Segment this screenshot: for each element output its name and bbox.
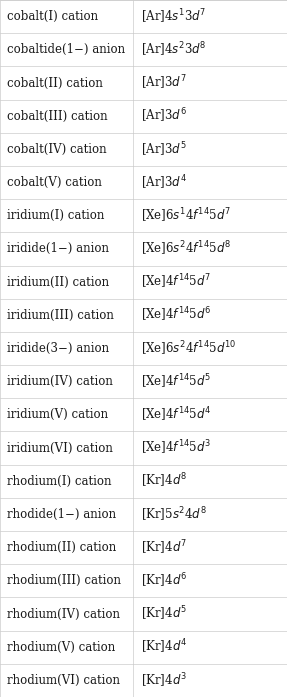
Text: iridium(III) cation: iridium(III) cation — [7, 309, 114, 322]
Text: [Kr]4$d^{3}$: [Kr]4$d^{3}$ — [141, 671, 187, 689]
Text: [Xe]6$s^{2}$4$f^{14}$5$d^{8}$: [Xe]6$s^{2}$4$f^{14}$5$d^{8}$ — [141, 240, 231, 258]
Bar — [0, 565, 287, 597]
Text: iridide(1−) anion: iridide(1−) anion — [7, 243, 109, 255]
Text: cobalt(II) cation: cobalt(II) cation — [7, 77, 103, 89]
Bar — [0, 266, 287, 299]
Text: cobalt(III) cation: cobalt(III) cation — [7, 109, 108, 123]
Bar — [0, 132, 287, 166]
Bar — [0, 365, 287, 398]
Text: [Xe]4$f^{14}$5$d^{3}$: [Xe]4$f^{14}$5$d^{3}$ — [141, 439, 211, 457]
Text: iridium(I) cation: iridium(I) cation — [7, 209, 104, 222]
Text: [Xe]4$f^{14}$5$d^{5}$: [Xe]4$f^{14}$5$d^{5}$ — [141, 372, 211, 391]
Text: [Ar]4$s^{2}$3$d^{8}$: [Ar]4$s^{2}$3$d^{8}$ — [141, 40, 206, 59]
Bar — [0, 597, 287, 631]
Text: iridium(VI) cation: iridium(VI) cation — [7, 442, 113, 454]
Text: iridide(3−) anion: iridide(3−) anion — [7, 342, 109, 355]
Text: [Ar]4$s^{1}$3$d^{7}$: [Ar]4$s^{1}$3$d^{7}$ — [141, 8, 206, 26]
Text: cobaltide(1−) anion: cobaltide(1−) anion — [7, 43, 125, 56]
Bar — [0, 631, 287, 664]
Text: iridium(II) cation: iridium(II) cation — [7, 275, 109, 289]
Text: [Xe]6$s^{2}$4$f^{14}$5$d^{10}$: [Xe]6$s^{2}$4$f^{14}$5$d^{10}$ — [141, 339, 236, 358]
Text: cobalt(V) cation: cobalt(V) cation — [7, 176, 102, 189]
Bar — [0, 199, 287, 232]
Bar — [0, 299, 287, 332]
Text: rhodium(IV) cation: rhodium(IV) cation — [7, 608, 120, 620]
Text: rhodium(II) cation: rhodium(II) cation — [7, 541, 117, 554]
Bar — [0, 66, 287, 100]
Bar — [0, 332, 287, 365]
Text: rhodide(1−) anion: rhodide(1−) anion — [7, 508, 116, 521]
Text: rhodium(I) cation: rhodium(I) cation — [7, 475, 112, 488]
Text: iridium(V) cation: iridium(V) cation — [7, 408, 108, 422]
Bar — [0, 398, 287, 431]
Text: [Kr]4$d^{7}$: [Kr]4$d^{7}$ — [141, 539, 187, 557]
Bar — [0, 0, 287, 33]
Text: [Xe]4$f^{14}$5$d^{6}$: [Xe]4$f^{14}$5$d^{6}$ — [141, 306, 211, 325]
Bar — [0, 33, 287, 66]
Bar — [0, 166, 287, 199]
Bar — [0, 498, 287, 531]
Bar — [0, 232, 287, 266]
Text: rhodium(VI) cation: rhodium(VI) cation — [7, 674, 120, 687]
Text: rhodium(III) cation: rhodium(III) cation — [7, 574, 121, 588]
Text: [Xe]4$f^{14}$5$d^{7}$: [Xe]4$f^{14}$5$d^{7}$ — [141, 273, 211, 291]
Bar — [0, 664, 287, 697]
Text: rhodium(V) cation: rhodium(V) cation — [7, 641, 115, 654]
Text: [Ar]3$d^{7}$: [Ar]3$d^{7}$ — [141, 74, 186, 92]
Bar — [0, 431, 287, 465]
Text: [Xe]6$s^{1}$4$f^{14}$5$d^{7}$: [Xe]6$s^{1}$4$f^{14}$5$d^{7}$ — [141, 206, 231, 225]
Text: [Xe]4$f^{14}$5$d^{4}$: [Xe]4$f^{14}$5$d^{4}$ — [141, 406, 211, 424]
Text: [Ar]3$d^{6}$: [Ar]3$d^{6}$ — [141, 107, 187, 125]
Text: [Ar]3$d^{4}$: [Ar]3$d^{4}$ — [141, 174, 187, 192]
Text: cobalt(IV) cation: cobalt(IV) cation — [7, 143, 107, 156]
Text: [Kr]4$d^{5}$: [Kr]4$d^{5}$ — [141, 605, 187, 623]
Bar — [0, 531, 287, 565]
Bar — [0, 465, 287, 498]
Text: [Kr]4$d^{6}$: [Kr]4$d^{6}$ — [141, 572, 187, 590]
Text: iridium(IV) cation: iridium(IV) cation — [7, 375, 113, 388]
Text: [Ar]3$d^{5}$: [Ar]3$d^{5}$ — [141, 140, 186, 158]
Text: [Kr]5$s^{2}$4$d^{8}$: [Kr]5$s^{2}$4$d^{8}$ — [141, 505, 206, 523]
Text: [Kr]4$d^{4}$: [Kr]4$d^{4}$ — [141, 638, 187, 657]
Text: cobalt(I) cation: cobalt(I) cation — [7, 10, 98, 23]
Text: [Kr]4$d^{8}$: [Kr]4$d^{8}$ — [141, 472, 187, 491]
Bar — [0, 100, 287, 132]
